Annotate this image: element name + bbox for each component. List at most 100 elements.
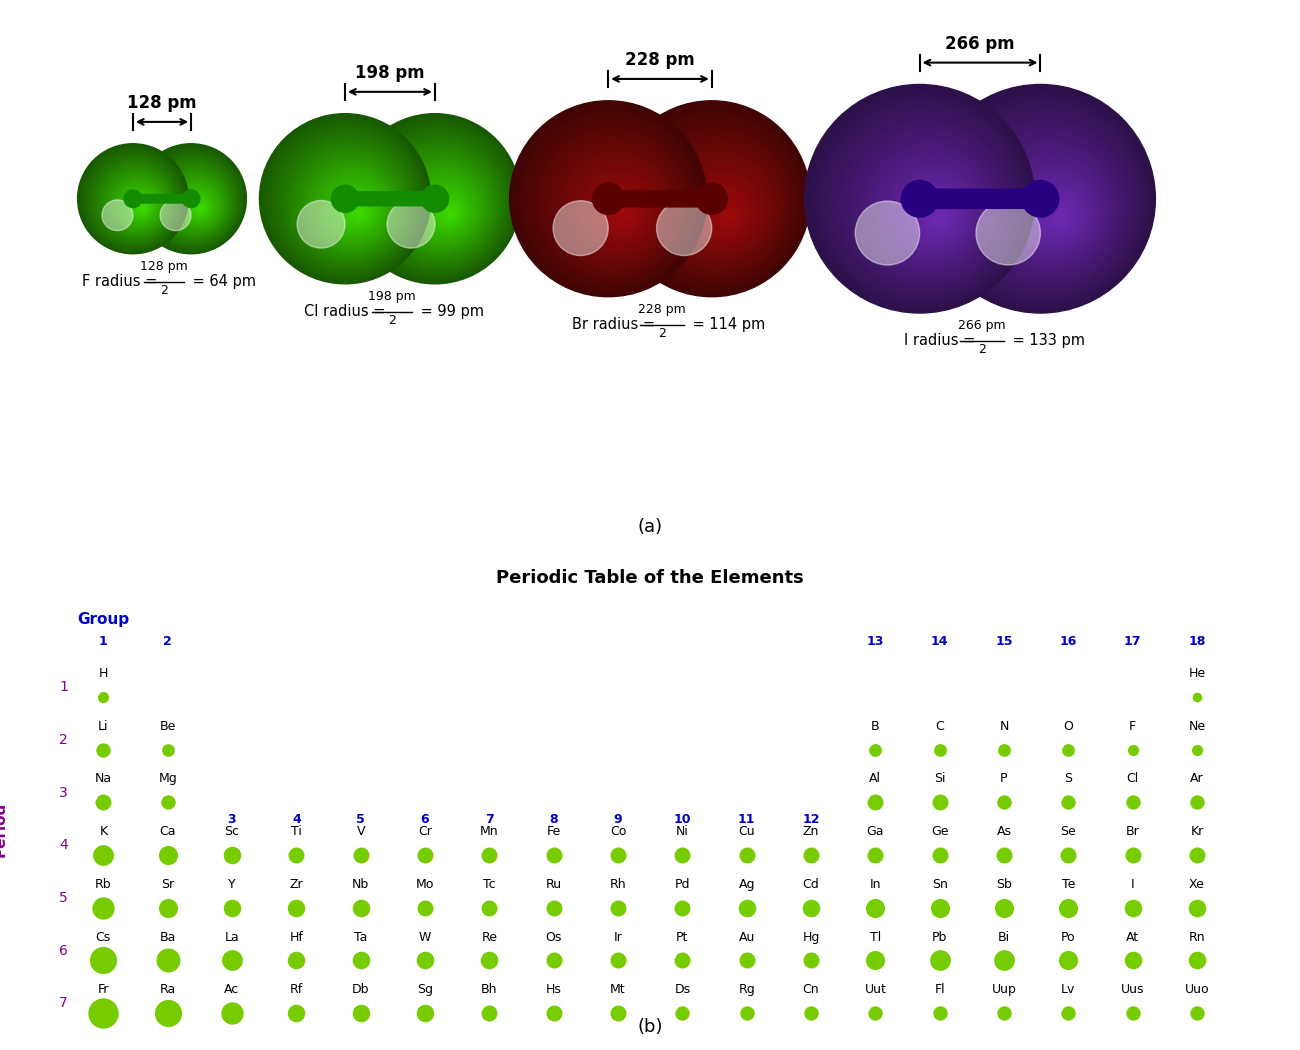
Text: 2: 2 [389, 314, 396, 327]
Circle shape [155, 163, 233, 240]
Circle shape [160, 168, 229, 237]
Circle shape [597, 188, 646, 236]
Circle shape [428, 191, 467, 230]
Circle shape [88, 155, 181, 246]
Circle shape [142, 150, 242, 249]
Circle shape [1000, 159, 1104, 261]
Circle shape [146, 153, 239, 247]
Circle shape [623, 213, 628, 218]
Circle shape [81, 147, 186, 252]
Circle shape [715, 202, 740, 227]
Circle shape [100, 167, 173, 238]
Circle shape [332, 185, 359, 212]
Text: Hs: Hs [546, 983, 562, 996]
Circle shape [1058, 216, 1063, 222]
Circle shape [410, 174, 478, 242]
Circle shape [936, 94, 1148, 306]
Circle shape [552, 201, 608, 255]
Circle shape [516, 106, 703, 293]
Circle shape [116, 181, 162, 228]
Text: V: V [356, 825, 365, 838]
Circle shape [157, 165, 231, 239]
Circle shape [896, 175, 971, 250]
Text: Sr: Sr [161, 878, 174, 890]
Text: Uus: Uus [1121, 983, 1144, 996]
Circle shape [105, 171, 169, 234]
Circle shape [443, 207, 455, 219]
Circle shape [300, 154, 403, 256]
Circle shape [138, 204, 147, 212]
Text: Zr: Zr [290, 878, 303, 890]
Text: = 64 pm: = 64 pm [188, 274, 256, 289]
Circle shape [99, 165, 173, 239]
Circle shape [117, 183, 161, 227]
Circle shape [859, 139, 997, 275]
FancyBboxPatch shape [133, 194, 191, 204]
Circle shape [930, 209, 948, 227]
Circle shape [170, 177, 222, 230]
Circle shape [949, 108, 1139, 297]
Circle shape [152, 160, 235, 243]
Circle shape [350, 113, 520, 284]
Circle shape [195, 203, 205, 213]
Text: Re: Re [481, 930, 498, 944]
Circle shape [415, 178, 474, 238]
Text: Ga: Ga [867, 825, 884, 838]
Text: Ar: Ar [1191, 773, 1204, 785]
Circle shape [519, 109, 701, 291]
Text: Pt: Pt [676, 930, 689, 944]
Circle shape [512, 104, 705, 295]
Circle shape [374, 139, 503, 267]
Circle shape [559, 150, 672, 262]
Text: 17: 17 [1124, 635, 1141, 649]
Circle shape [645, 132, 788, 275]
Circle shape [706, 193, 746, 232]
Circle shape [425, 189, 468, 231]
Circle shape [712, 200, 741, 229]
Text: P: P [1000, 773, 1008, 785]
Text: Ir: Ir [614, 930, 623, 944]
Text: 10: 10 [673, 814, 692, 826]
Circle shape [545, 135, 682, 273]
Circle shape [903, 183, 966, 245]
Circle shape [682, 170, 762, 249]
Circle shape [183, 191, 213, 222]
Circle shape [566, 155, 668, 258]
Circle shape [377, 142, 502, 265]
Text: 9: 9 [614, 814, 623, 826]
Circle shape [1041, 200, 1075, 233]
Circle shape [335, 189, 378, 231]
Circle shape [608, 200, 638, 229]
Circle shape [628, 116, 801, 287]
Text: W: W [419, 930, 432, 944]
Circle shape [338, 191, 376, 230]
Circle shape [79, 145, 187, 253]
Text: O: O [1063, 720, 1074, 733]
Text: 7: 7 [58, 996, 68, 1010]
Text: Cr: Cr [419, 825, 432, 838]
Circle shape [159, 167, 230, 238]
Circle shape [1022, 181, 1058, 217]
Circle shape [328, 182, 384, 236]
Circle shape [264, 119, 428, 280]
Circle shape [446, 209, 454, 217]
Circle shape [436, 200, 461, 225]
Circle shape [818, 98, 1026, 303]
Circle shape [849, 128, 1004, 282]
Circle shape [606, 196, 640, 230]
Circle shape [573, 165, 663, 253]
Text: Nb: Nb [352, 878, 369, 890]
Text: Tl: Tl [870, 930, 881, 944]
Text: C: C [935, 720, 944, 733]
Circle shape [1027, 186, 1084, 243]
Circle shape [701, 188, 750, 236]
Circle shape [675, 162, 768, 254]
Text: Te: Te [1062, 878, 1075, 890]
Circle shape [599, 190, 645, 234]
Circle shape [433, 196, 463, 226]
Circle shape [422, 187, 469, 233]
Text: = 114 pm: = 114 pm [688, 317, 766, 332]
Circle shape [290, 144, 410, 262]
Text: Cn: Cn [802, 983, 819, 996]
Text: 128 pm: 128 pm [140, 259, 188, 273]
